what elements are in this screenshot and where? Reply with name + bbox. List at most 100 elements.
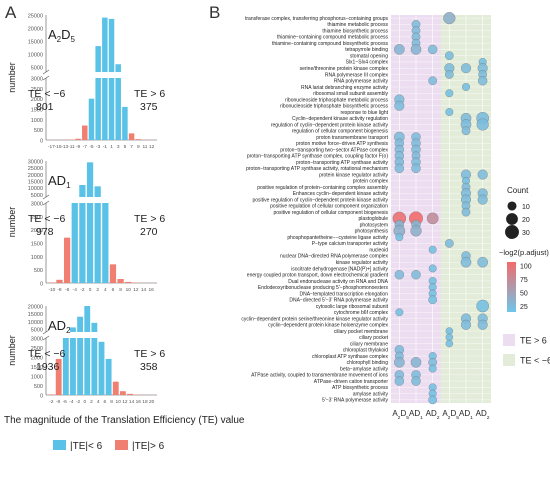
histogram-bar — [63, 237, 71, 283]
term-label: positive regulation of cellular componen… — [270, 204, 388, 210]
legend-swatch-small — [53, 440, 66, 450]
group-legend-label: TE > 6 — [520, 336, 547, 346]
term-label: ribosomal small subunit assembly — [313, 91, 388, 97]
bubble — [477, 76, 488, 86]
bubble — [445, 108, 454, 116]
xtick-label: 8 — [110, 399, 113, 405]
term-label: Enhances cyclin−dependent kinase activit… — [293, 191, 389, 197]
histogram-bar — [56, 279, 63, 283]
histogram-bar-upper — [95, 46, 101, 72]
term-label: proton−transporting two−sector ATPase co… — [280, 147, 388, 153]
xtick-label: 8 — [119, 287, 122, 293]
column-label-main: A — [442, 409, 448, 418]
histogram-bar — [105, 358, 112, 395]
lower-ytick-label: 1000 — [31, 118, 43, 124]
term-label: ATPase activity, coupled to transmembran… — [251, 373, 388, 379]
xtick-label: 20 — [149, 399, 155, 405]
term-label: Endodeoxyribonuclease producing 5'−phosp… — [258, 285, 389, 291]
xtick-label: 4 — [104, 287, 107, 293]
term-label: proton motive force−driven ATP synthesis — [296, 141, 388, 147]
histogram-bar-upper — [70, 327, 76, 332]
upper-ytick-label: 15000 — [28, 180, 43, 186]
upper-ytick-label: 5000 — [31, 65, 43, 71]
term-label: amylase activity — [353, 391, 389, 397]
bubble — [476, 118, 489, 131]
panel-label-a: A — [5, 3, 17, 22]
axis-break-mark — [42, 194, 50, 206]
term-label: photosynthesis — [355, 229, 389, 235]
term-label: isocitrate dehydrogenase [NAD(P)+] activ… — [291, 266, 388, 272]
upper-ytick-label: 15000 — [28, 312, 43, 318]
histogram-bar — [71, 203, 78, 283]
column-label: AD2 — [426, 409, 440, 421]
histogram-bar-lower — [70, 338, 76, 395]
histogram-title-part: 1 — [66, 181, 71, 190]
term-label: cyclin−dependent protein serine/threonin… — [241, 316, 388, 322]
column-label-main: A — [392, 409, 398, 418]
term-label: protein kinase regulator activity — [319, 172, 388, 178]
histogram-bar — [119, 391, 126, 395]
histogram-bar — [55, 358, 62, 395]
lower-ytick-label: 500 — [34, 128, 43, 134]
bubble — [428, 364, 437, 373]
histogram-bar-upper — [115, 64, 121, 72]
term-label: positive regulation of protein−containin… — [257, 185, 388, 191]
count-legend-label: 20 — [522, 217, 530, 224]
column-label-s1: 2 — [487, 415, 490, 421]
annotation-right-value: 270 — [140, 226, 158, 238]
bubble — [427, 44, 438, 55]
upper-ytick-label: 5000 — [31, 193, 43, 199]
count-legend-title: Count — [507, 186, 529, 195]
term-label: RNA polymerase III complex — [325, 72, 389, 78]
xtick-label: -2 — [80, 287, 85, 293]
lower-ytick-label: 0 — [40, 139, 43, 145]
histogram-bar — [88, 98, 95, 140]
color-legend-label: 100 — [520, 264, 532, 271]
bubble — [476, 299, 489, 313]
term-label: chlorophyll binding — [347, 360, 389, 366]
xtick-label: -3 — [96, 144, 101, 150]
lower-ytick-label: 2000 — [31, 228, 43, 234]
term-label: nuclear DNA−directed RNA polymerase comp… — [280, 254, 388, 260]
xtick-label: 18 — [142, 399, 148, 405]
count-legend-dot — [506, 213, 518, 225]
histogram-ylabel: number — [7, 62, 17, 93]
histogram-bar — [117, 279, 124, 283]
annotation-left-value: 801 — [36, 101, 54, 113]
xtick-label: -1 — [103, 144, 108, 150]
histogram-bar-lower — [79, 203, 86, 283]
bubble — [395, 233, 404, 242]
histogram-title-part: A — [48, 27, 57, 42]
term-label: chloroplast thylakoid — [343, 348, 389, 354]
xtick-label: 16 — [149, 287, 155, 293]
xtick-label: 0 — [89, 287, 92, 293]
histogram-bar-upper — [108, 18, 115, 72]
count-legend-dot — [505, 225, 519, 239]
xtick-label: 6 — [104, 399, 107, 405]
annotation-right-label: TE > 6 — [134, 88, 165, 100]
histogram-bar — [48, 282, 55, 283]
term-label: chloroplast ATP synthase complex — [312, 354, 388, 360]
term-label: P−type calcium transporter activity — [312, 241, 389, 247]
histogram-title-part: AD — [48, 318, 66, 333]
column-label-s2: 5 — [406, 415, 409, 421]
upper-ytick-label: 10000 — [28, 52, 43, 58]
term-label: protein complex — [353, 179, 389, 185]
term-label: ciliary membrane — [350, 341, 388, 347]
histogram-title: A2D5 — [48, 27, 76, 44]
bubble — [426, 212, 439, 225]
histogram-2: number3000025000200001500010000500005001… — [7, 160, 165, 294]
xtick-label: 2 — [96, 287, 99, 293]
annotation-right-label: TE > 6 — [134, 213, 165, 225]
upper-ytick-label: 10000 — [28, 320, 43, 326]
xtick-label: 6 — [112, 287, 115, 293]
term-label: Dual endonuclease activity on RNA and DN… — [288, 279, 388, 285]
term-label: proton transmembrane transport — [316, 135, 388, 141]
bubble — [445, 239, 454, 248]
bubble — [410, 357, 422, 368]
term-label: nucleoid — [369, 247, 388, 253]
histogram-3: number2000015000100005000050010001500200… — [7, 305, 165, 406]
histogram-title-part: 2 — [66, 326, 71, 335]
upper-ytick-label: 25000 — [28, 166, 43, 172]
